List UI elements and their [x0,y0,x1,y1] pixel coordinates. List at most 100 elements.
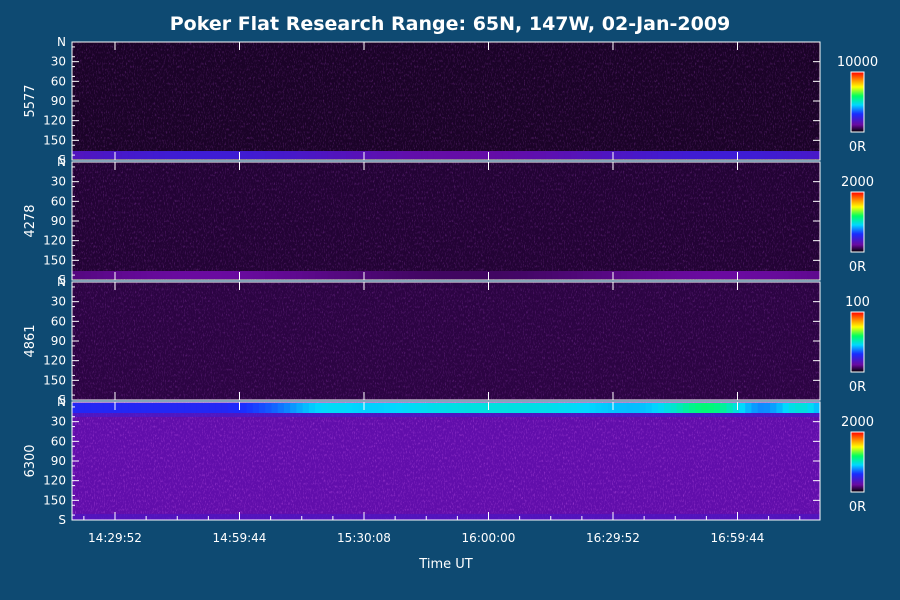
emission-band-cell [732,271,740,279]
emission-band-cell [701,151,709,159]
emission-band-cell [78,403,85,413]
emission-band-cell [159,151,166,159]
emission-band-rim [72,413,820,417]
panel-ylabel: 4278 [23,204,38,237]
emission-band-cell [389,271,397,279]
emission-band-cell [608,403,615,413]
emission-band-cell [202,151,210,159]
emission-band-cell [121,271,129,279]
emission-band-cell [520,151,528,159]
emission-band-cell [813,271,821,279]
emission-band-cell [738,151,746,159]
emission-band-cell [782,151,790,159]
emission-band-cell [234,271,241,279]
emission-band-cell [433,403,441,413]
color-scale-max: 100 [845,295,870,310]
emission-band-cell [514,403,522,413]
emission-band-cell [776,151,784,159]
emission-band-cell [340,151,347,159]
color-scale-max: 10000 [837,55,878,70]
emission-band-cell [633,151,640,159]
emission-band-cell [290,271,297,279]
emission-band-cell [446,403,453,413]
emission-band-cell [358,151,366,159]
emission-band-cell [807,271,815,279]
emission-band-cell [72,271,79,279]
emission-band-cell [545,403,553,413]
x-tick-label: 16:00:00 [462,531,516,545]
emission-band-cell [614,271,622,279]
x-axis: 14:29:52 14:59:44 15:30:08 16:00:00 16:29:52… [83,42,801,545]
emission-band-cell [576,151,584,159]
emission-band-cell [146,271,154,279]
emission-band-cell [389,151,397,159]
emission-band-cell [265,151,272,159]
panel-ylabel: 6300 [23,444,38,477]
emission-band-cell [589,271,597,279]
emission-band-cell [171,403,179,413]
emission-band-cell [470,271,478,279]
color-scale-bar [850,191,865,253]
emission-band-cell [651,403,659,413]
emission-band-cell [190,271,198,279]
emission-band-cell [751,151,759,159]
emission-band-cell [283,151,291,159]
emission-band-cell [745,271,752,279]
emission-band-cell [371,151,378,159]
emission-band-cell [78,151,85,159]
emission-band-cell [714,151,721,159]
emission-band-cell [801,151,809,159]
emission-band-cell [364,151,372,159]
emission-band-cell [234,403,241,413]
panels-group: N 30 60 90 120 150 S 5577 10000 0R N 30 60 90 120 150 S 4… [23,35,878,527]
emission-band-cell [551,403,559,413]
emission-band-cell [165,403,173,413]
emission-band-cell [209,271,216,279]
emission-band-cell [346,151,353,159]
y-tick-label: 120 [43,354,66,368]
emission-band-cell [745,403,752,413]
emission-band-cell [177,271,185,279]
emission-band-cell [427,403,435,413]
panel-noise [72,282,820,400]
emission-band-cell [396,403,403,413]
emission-band-cell [290,403,297,413]
emission-band-cell [439,271,447,279]
emission-band-cell [146,403,154,413]
emission-band-cell [583,151,590,159]
emission-band-cell [508,151,516,159]
y-tick-label: N [57,395,66,409]
emission-band-cell [414,151,422,159]
emission-band-cell [271,403,279,413]
emission-band-cell [383,403,391,413]
emission-band-cell [564,151,572,159]
emission-band-cell [333,271,341,279]
emission-band-cell [227,271,235,279]
y-tick-label: N [57,35,66,49]
emission-band-cell [340,403,347,413]
emission-band-cell [508,271,516,279]
emission-band-cell [271,271,279,279]
emission-band-cell [657,403,665,413]
emission-band-cell [358,271,366,279]
emission-band-cell [315,271,322,279]
emission-band-cell [277,403,285,413]
emission-band-cell [695,271,703,279]
emission-band-cell [240,403,248,413]
emission-band-cell [277,151,285,159]
y-tick-label: 120 [43,234,66,248]
emission-band-cell [352,403,360,413]
emission-band-cell [570,403,578,413]
emission-band-cell [813,151,821,159]
emission-band-cell [657,271,665,279]
emission-band-cell [196,151,204,159]
emission-band-cell [252,271,260,279]
emission-band-cell [259,271,266,279]
emission-band-cell [115,403,123,413]
y-tick-label: 30 [51,175,66,189]
emission-band-cell [315,403,322,413]
emission-band-cell [614,151,622,159]
emission-band-cell [533,271,540,279]
panel-noise [72,42,820,160]
emission-band-cell [527,151,534,159]
